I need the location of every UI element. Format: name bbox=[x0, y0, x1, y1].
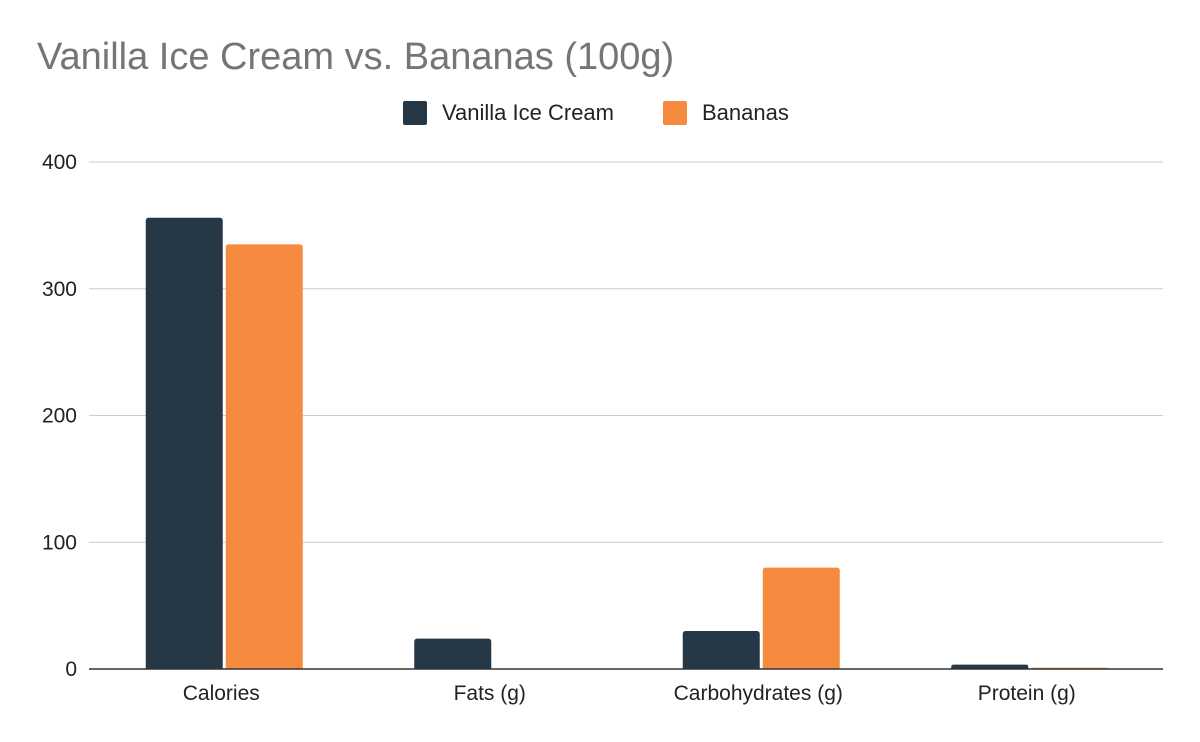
x-category-label: Calories bbox=[183, 682, 260, 705]
bar-vanilla-ice-cream-carbohydrates-g[interactable] bbox=[682, 630, 760, 669]
chart-title: Vanilla Ice Cream vs. Bananas (100g) bbox=[37, 36, 674, 78]
bar-bananas-carbohydrates-g[interactable] bbox=[762, 567, 840, 669]
legend-label-bananas: Bananas bbox=[702, 100, 789, 125]
bar-bananas-calories[interactable] bbox=[225, 244, 303, 669]
bar-vanilla-ice-cream-protein-g[interactable] bbox=[951, 664, 1029, 669]
x-category-label: Carbohydrates (g) bbox=[674, 682, 843, 705]
y-tick-label: 300 bbox=[42, 278, 77, 301]
y-tick-label: 200 bbox=[42, 405, 77, 428]
legend: Vanilla Ice Cream Bananas bbox=[403, 100, 789, 125]
bar-vanilla-ice-cream-calories[interactable] bbox=[145, 217, 223, 669]
y-axis-tick-labels: 0 100 200 300 400 bbox=[42, 151, 77, 681]
x-category-label: Protein (g) bbox=[978, 682, 1076, 705]
legend-swatch-vanilla-ice-cream bbox=[403, 101, 427, 125]
y-tick-label: 0 bbox=[65, 658, 77, 681]
legend-item-bananas[interactable]: Bananas bbox=[663, 100, 789, 125]
legend-item-vanilla-ice-cream[interactable]: Vanilla Ice Cream bbox=[403, 100, 614, 125]
x-axis-category-labels: Calories Fats (g) Carbohydrates (g) Protein… bbox=[183, 682, 1076, 705]
bars bbox=[145, 217, 1109, 669]
bar-vanilla-ice-cream-fats-g[interactable] bbox=[414, 638, 492, 669]
legend-label-vanilla-ice-cream: Vanilla Ice Cream bbox=[442, 100, 614, 125]
legend-swatch-bananas bbox=[663, 101, 687, 125]
x-category-label: Fats (g) bbox=[454, 682, 526, 705]
y-tick-label: 100 bbox=[42, 531, 77, 554]
y-tick-label: 400 bbox=[42, 151, 77, 174]
